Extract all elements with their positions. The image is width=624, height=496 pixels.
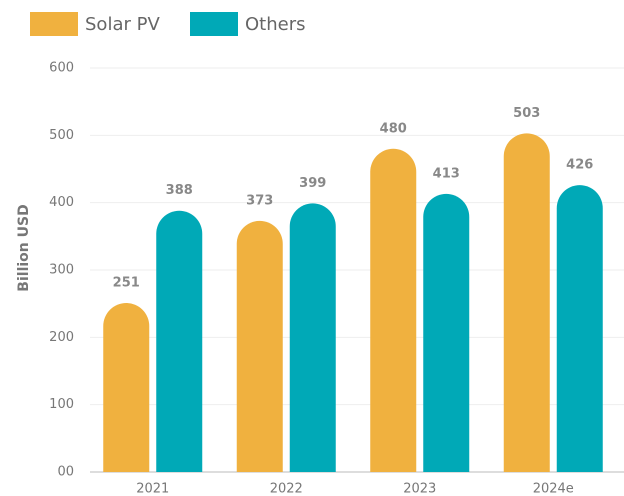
bar [423, 193, 470, 472]
value-label: 399 [299, 176, 326, 191]
y-tick-label: 400 [49, 195, 74, 210]
legend-label: Solar PV [85, 14, 160, 35]
x-tick-label: 2022 [270, 482, 303, 496]
bar [236, 220, 283, 472]
value-label: 373 [246, 193, 273, 208]
bar [103, 302, 150, 472]
y-tick-label: 00 [57, 465, 74, 480]
x-tick-label: 2023 [403, 482, 436, 496]
value-label: 426 [566, 158, 593, 173]
y-tick-label: 500 [49, 128, 74, 143]
bar [370, 148, 417, 473]
bar [503, 133, 550, 472]
x-tick-label: 2021 [136, 482, 169, 496]
legend-label: Others [245, 14, 306, 35]
y-tick-label: 300 [49, 263, 74, 278]
y-tick-label: 100 [49, 397, 74, 412]
bar [556, 185, 603, 472]
value-label: 480 [380, 121, 407, 136]
value-label: 413 [433, 166, 460, 181]
value-label: 388 [166, 183, 193, 198]
value-label: 503 [513, 106, 540, 121]
y-tick-label: 600 [49, 61, 74, 76]
bar [156, 210, 203, 472]
value-label: 251 [113, 275, 140, 290]
x-tick-label: 2024e [533, 482, 574, 496]
y-axis-label: Billion USD [16, 204, 32, 291]
legend-swatch [190, 12, 238, 36]
y-tick-label: 200 [49, 330, 74, 345]
legend-swatch [30, 12, 78, 36]
bar [289, 203, 336, 472]
